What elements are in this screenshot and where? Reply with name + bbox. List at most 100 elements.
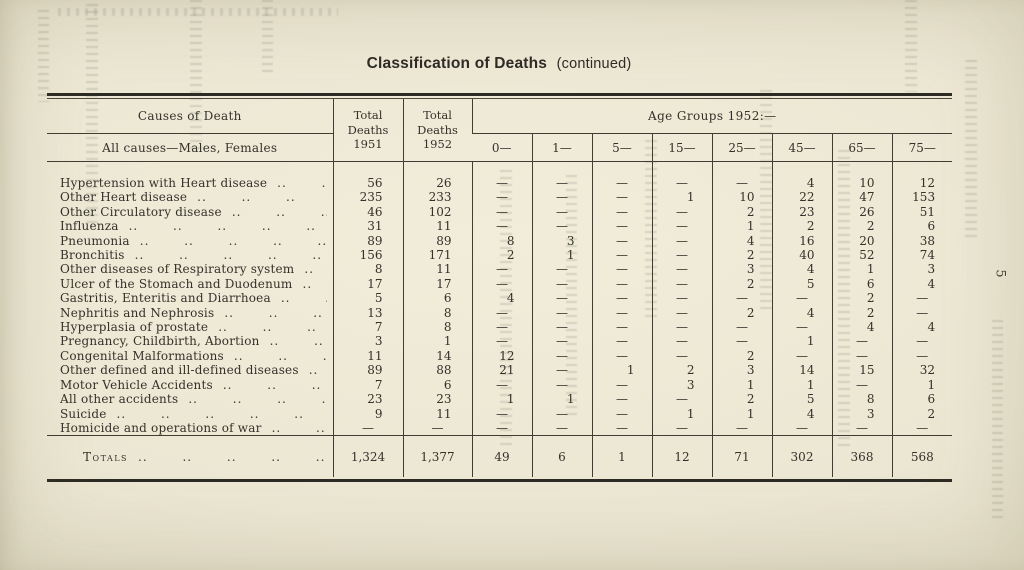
causes-of-death-header: Causes of Death <box>47 99 333 134</box>
age-group-cell: — <box>531 406 592 421</box>
age-col-header: 65— <box>831 133 892 162</box>
totals-age-cell: 302 <box>771 435 832 478</box>
age-group-cell: — <box>531 334 592 349</box>
table-row: Other defined and ill-defined diseases 89… <box>47 363 953 378</box>
cause-name: All other accidents <box>60 392 179 407</box>
age-group-cell: — <box>891 291 953 306</box>
age-group-cell: — <box>531 348 592 364</box>
age-group-cell: 51 <box>891 204 953 220</box>
deaths-table: Causes of Death All causes—Males, Female… <box>47 93 953 483</box>
bleed-through-ghost <box>992 320 1003 520</box>
causes-header-cell: Causes of Death All causes—Males, Female… <box>47 99 333 162</box>
age-group-cell: 1 <box>771 377 832 393</box>
age-group-cell: 23 <box>771 204 832 220</box>
age-group-cell: — <box>771 291 832 306</box>
age-group-cell: 2 <box>711 392 772 407</box>
age-group-cell: 40 <box>771 248 832 263</box>
age-col-header: 1— <box>531 133 592 162</box>
age-group-cell: 2 <box>831 291 892 306</box>
age-group-cell: 2 <box>711 204 772 220</box>
age-group-cell: 22 <box>771 190 832 205</box>
table-row: Other Circulatory disease46102————223265… <box>47 204 953 220</box>
age-group-cell: — <box>591 262 652 277</box>
cause-label-cell: Pregnancy, Childbirth, Abortion <box>47 334 333 348</box>
age-group-cell: — <box>591 276 652 292</box>
age-group-cell: 1 <box>591 363 652 378</box>
deaths-1952-cell: — <box>402 420 472 436</box>
cause-name: Other Heart disease <box>60 190 188 205</box>
cause-label-cell: Other Circulatory disease <box>47 205 333 219</box>
deaths-1951-cell: 31 <box>332 219 403 234</box>
age-group-cell: 6 <box>891 392 953 407</box>
age-group-cell: 2 <box>891 406 953 421</box>
age-group-cell: — <box>591 392 652 407</box>
age-col-header: 25— <box>711 133 772 162</box>
age-group-cell: — <box>831 334 892 349</box>
cause-label-cell: Hyperplasia of prostate <box>47 320 333 334</box>
age-group-cell: 1 <box>651 190 712 205</box>
table-row: Other diseases of Respiratory system811—… <box>47 262 953 277</box>
age-group-cell: — <box>651 276 712 292</box>
age-group-cell: — <box>531 305 592 321</box>
cause-label-cell: Pneumonia <box>47 234 333 248</box>
deaths-1951-cell: 235 <box>332 190 403 205</box>
cause-name: Congenital Malformations <box>60 348 224 363</box>
age-group-cell: — <box>891 348 953 364</box>
dot-leader <box>304 262 326 276</box>
age-col-header: 5— <box>591 133 652 162</box>
deaths-1951-cell: — <box>332 420 403 436</box>
age-group-cell: 26 <box>831 204 892 220</box>
dot-leader <box>135 248 327 262</box>
deaths-1951-cell: 7 <box>332 377 403 393</box>
dot-leader <box>234 349 327 363</box>
deaths-1951-cell: 3 <box>332 334 403 349</box>
dot-leader <box>140 234 327 248</box>
age-group-cell: 3 <box>711 363 772 378</box>
age-group-cell: — <box>591 334 652 349</box>
deaths-1951-cell: 89 <box>332 233 403 249</box>
table-row: Gastritis, Enteritis and Diarrhoea564———… <box>47 291 953 306</box>
age-group-cell: 4 <box>831 320 892 335</box>
age-group-cell: — <box>651 291 712 306</box>
age-group-cell: — <box>711 291 772 306</box>
deaths-1951-cell: 11 <box>332 348 403 364</box>
age-group-cell: 8 <box>831 392 892 407</box>
age-col-header: 0— <box>491 140 512 155</box>
table-row: Hyperplasia of prostate78——————44 <box>47 320 953 335</box>
deaths-1952-cell: 26 <box>402 161 472 191</box>
deaths-1952-cell: 14 <box>402 348 472 364</box>
cause-label-cell: Gastritis, Enteritis and Diarrhoea <box>47 291 333 305</box>
age-group-cell: 2 <box>471 248 532 263</box>
cause-name: Motor Vehicle Accidents <box>60 377 213 392</box>
age-group-cell: 2 <box>651 363 712 378</box>
dot-leader <box>281 291 327 305</box>
totals-1951: 1,324 <box>332 435 403 478</box>
age-group-cell: 1 <box>771 334 832 349</box>
age-group-cell: — <box>891 305 953 321</box>
table-row: Ulcer of the Stomach and Duodenum1717———… <box>47 276 953 292</box>
age-group-cell: — <box>651 392 712 407</box>
deaths-1952-cell: 102 <box>402 204 472 220</box>
age-group-cell: — <box>831 377 892 393</box>
table-row: Motor Vehicle Accidents76———311—1 <box>47 377 953 393</box>
cause-label-cell: All other accidents <box>47 392 333 406</box>
age-group-cell: — <box>711 320 772 335</box>
age-col-header: 15— <box>651 133 712 162</box>
totals-age-cell: 568 <box>891 435 953 478</box>
age-group-cell: — <box>651 161 712 191</box>
table-row: Nephritis and Nephrosis138————242— <box>47 305 953 321</box>
cause-name: Bronchitis <box>60 248 125 263</box>
age-group-cell: — <box>591 233 652 249</box>
totals-age-cell: 368 <box>831 435 892 478</box>
age-group-cell: — <box>651 248 712 263</box>
deaths-1952-cell: 6 <box>402 291 472 306</box>
age-group-cell: 4 <box>891 276 953 292</box>
age-group-cell: 52 <box>831 248 892 263</box>
age-group-cell: — <box>531 219 592 234</box>
page-title-suffix: (continued) <box>556 56 632 72</box>
age-group-cell: — <box>651 219 712 234</box>
deaths-1951-cell: 8 <box>332 262 403 277</box>
